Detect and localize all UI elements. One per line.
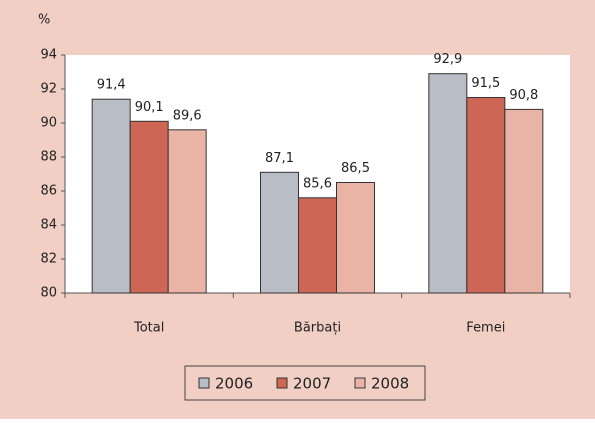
bar [466, 97, 506, 294]
bar [91, 98, 131, 294]
x-tick-label: Total [133, 321, 164, 336]
value-label: 89,6 [173, 108, 202, 123]
value-label: 90,8 [509, 88, 538, 103]
bar [336, 182, 375, 294]
y-tick-label: 86 [40, 184, 57, 199]
bar [504, 108, 544, 294]
legend-label: 2007 [293, 375, 331, 393]
value-label: 86,5 [341, 161, 370, 176]
value-label: 91,4 [97, 78, 126, 93]
legend-swatch [354, 377, 366, 389]
bar [167, 129, 207, 294]
y-tick-label: 82 [40, 252, 57, 267]
legend-swatch [276, 377, 288, 389]
unit-label: % [38, 13, 50, 28]
value-label: 92,9 [433, 52, 462, 67]
y-tick-label: 84 [40, 218, 57, 233]
x-tick-label: Femei [466, 321, 505, 336]
y-tick-label: 90 [40, 116, 57, 131]
bar [428, 73, 468, 294]
value-label: 91,5 [471, 76, 500, 91]
value-label: 85,6 [303, 176, 332, 191]
bar [298, 197, 337, 294]
y-tick-label: 88 [40, 150, 57, 165]
legend-box [184, 365, 426, 401]
legend-label: 2006 [215, 375, 253, 393]
legend-swatch [198, 377, 210, 389]
y-tick-label: 80 [40, 286, 57, 301]
y-tick-label: 92 [40, 82, 57, 97]
y-tick-label: 94 [40, 48, 57, 63]
bar [129, 120, 169, 294]
legend-label: 2008 [371, 375, 409, 393]
value-label: 90,1 [135, 100, 164, 115]
x-tick-label: Bărbați [294, 321, 341, 336]
value-label: 87,1 [265, 151, 294, 166]
bar [260, 171, 299, 294]
